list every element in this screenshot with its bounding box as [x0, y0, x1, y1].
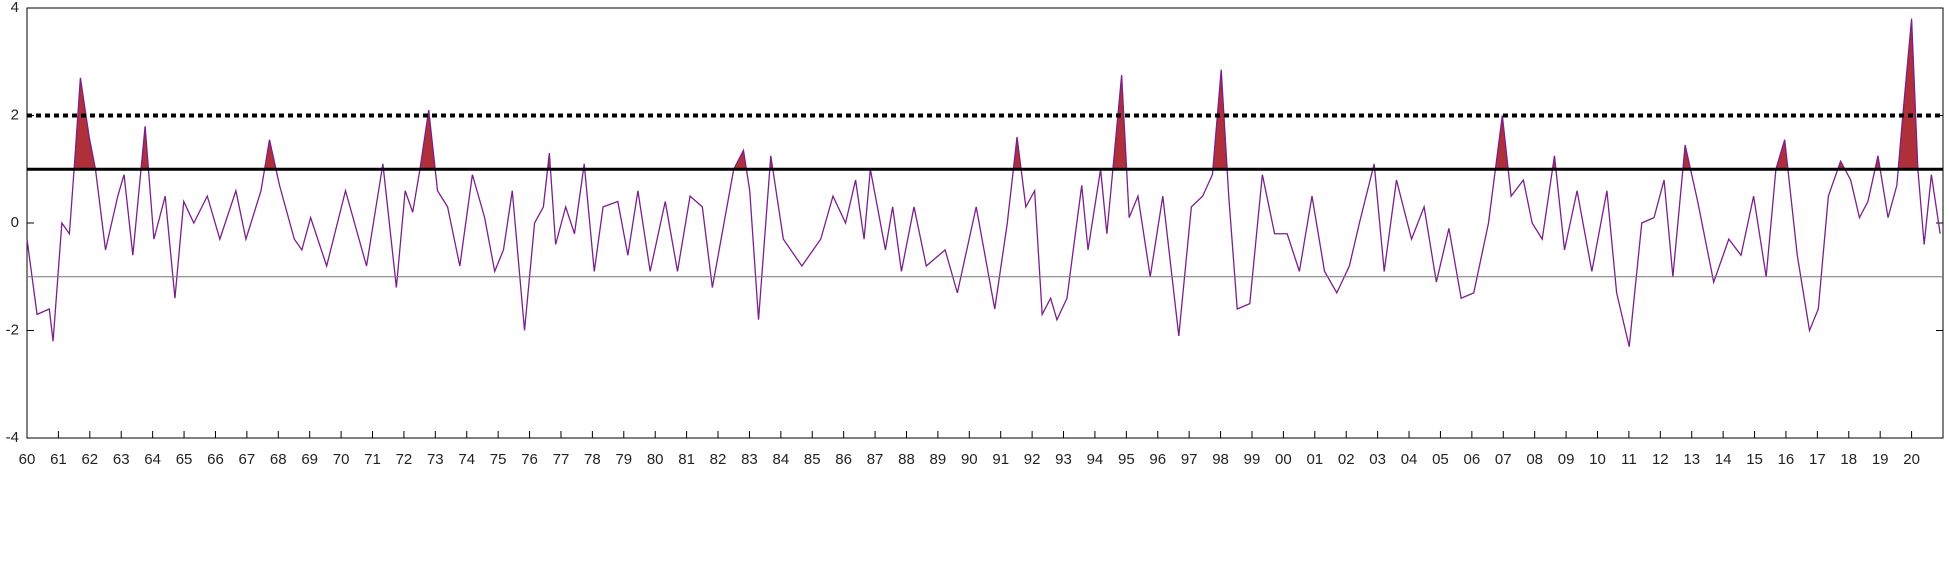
x-tick-label: 62: [81, 451, 98, 468]
x-tick-label: 89: [930, 451, 947, 468]
x-tick-label: 75: [490, 451, 507, 468]
x-tick-label: 73: [427, 451, 444, 468]
x-tick-label: 14: [1715, 451, 1732, 468]
x-tick-label: 83: [741, 451, 758, 468]
y-tick-label: 0: [11, 214, 19, 231]
x-tick-label: 68: [270, 451, 287, 468]
x-tick-label: 95: [1118, 451, 1135, 468]
x-tick-label: 08: [1526, 451, 1543, 468]
x-tick-label: 61: [50, 451, 67, 468]
x-tick-label: 11: [1621, 451, 1637, 468]
x-tick-label: 19: [1872, 451, 1889, 468]
x-tick-label: 03: [1369, 451, 1386, 468]
x-tick-label: 80: [647, 451, 664, 468]
x-tick-label: 17: [1809, 451, 1826, 468]
x-tick-label: 71: [364, 451, 381, 468]
x-tick-label: 99: [1244, 451, 1261, 468]
x-tick-label: 87: [867, 451, 884, 468]
x-tick-label: 74: [458, 451, 475, 468]
x-tick-label: 88: [898, 451, 915, 468]
x-tick-label: 86: [835, 451, 852, 468]
x-tick-label: 78: [584, 451, 601, 468]
x-tick-label: 13: [1683, 451, 1700, 468]
x-tick-label: 10: [1589, 451, 1606, 468]
x-tick-label: 96: [1149, 451, 1166, 468]
x-tick-label: 06: [1464, 451, 1481, 468]
y-tick-label: 4: [11, 0, 19, 16]
y-tick-label: -4: [6, 429, 19, 446]
x-tick-label: 66: [207, 451, 224, 468]
x-tick-label: 98: [1212, 451, 1229, 468]
x-tick-label: 91: [992, 451, 1009, 468]
x-tick-label: 93: [1055, 451, 1072, 468]
x-tick-label: 72: [396, 451, 413, 468]
x-tick-label: 18: [1840, 451, 1857, 468]
x-tick-label: 81: [678, 451, 695, 468]
x-tick-label: 70: [333, 451, 350, 468]
x-tick-label: 00: [1275, 451, 1292, 468]
x-tick-label: 92: [1024, 451, 1041, 468]
x-tick-label: 85: [804, 451, 821, 468]
x-tick-label: 07: [1495, 451, 1512, 468]
x-tick-label: 02: [1338, 451, 1355, 468]
x-tick-label: 12: [1652, 451, 1669, 468]
x-tick-label: 16: [1778, 451, 1795, 468]
x-tick-label: 04: [1401, 451, 1418, 468]
x-tick-label: 94: [1087, 451, 1104, 468]
x-tick-label: 63: [113, 451, 130, 468]
x-tick-label: 97: [1181, 451, 1198, 468]
x-tick-label: 65: [176, 451, 193, 468]
x-tick-label: 90: [961, 451, 978, 468]
x-tick-label: 64: [144, 451, 161, 468]
x-tick-label: 76: [521, 451, 538, 468]
x-tick-label: 84: [772, 451, 789, 468]
y-tick-label: 2: [11, 106, 19, 123]
exceedance-fill: [26, 18, 1941, 170]
x-tick-label: 69: [301, 451, 318, 468]
x-tick-label: 77: [553, 451, 570, 468]
x-tick-label: 60: [19, 451, 36, 468]
x-tick-label: 05: [1432, 451, 1449, 468]
x-tick-label: 67: [239, 451, 256, 468]
x-tick-label: 09: [1558, 451, 1575, 468]
x-tick-label: 82: [710, 451, 727, 468]
series-line: [26, 18, 1941, 347]
x-tick-label: 20: [1903, 451, 1920, 468]
x-tick-label: 01: [1306, 451, 1323, 468]
x-tick-label: 79: [615, 451, 632, 468]
plot-frame: [26, 7, 1944, 439]
x-tick-label: 15: [1746, 451, 1763, 468]
y-tick-label: -2: [6, 321, 19, 338]
